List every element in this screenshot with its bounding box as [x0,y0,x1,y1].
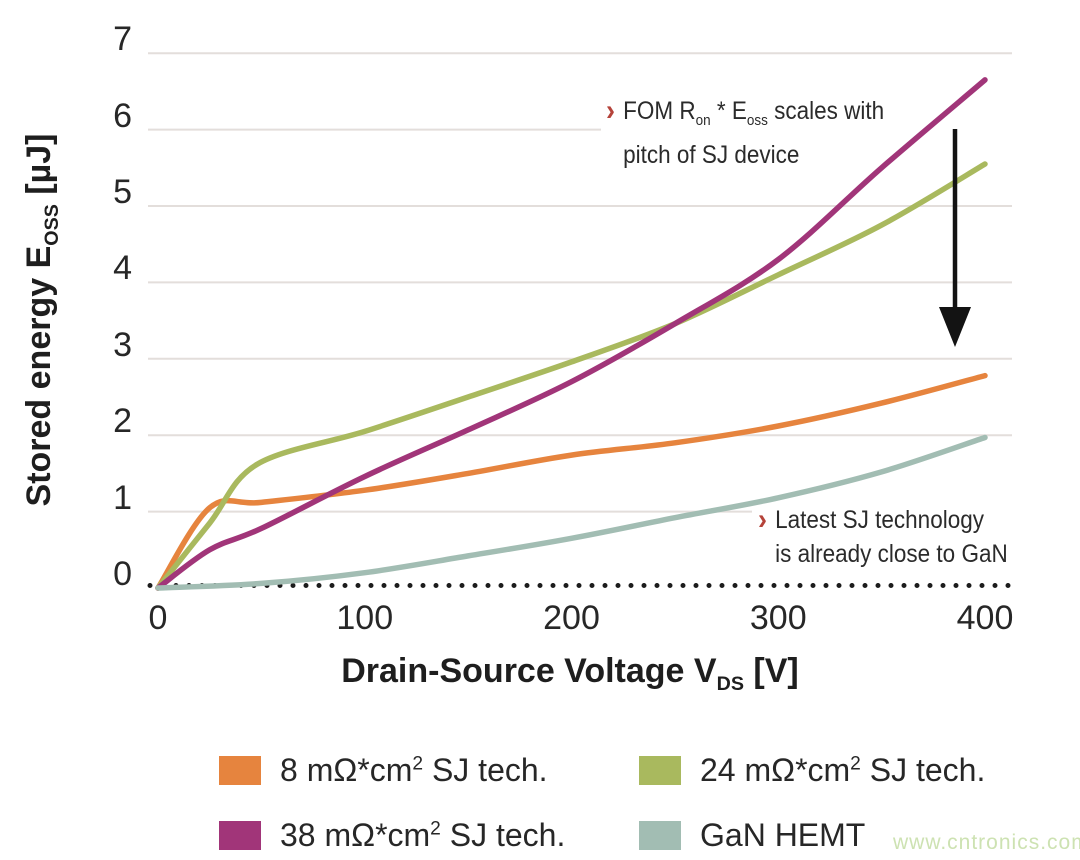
legend-item-24mohm: 24 mΩ*cm2 SJ tech. [639,752,985,789]
y-axis-title-text: Stored energy E [20,245,59,507]
y-tick-label-2: 2 [113,402,132,441]
y-tick-label-1: 1 [113,478,132,517]
y-tick-label-7: 7 [113,20,132,59]
y-tick-label-6: 6 [113,96,132,135]
y-axis-title-subscript: OSS [40,204,63,246]
legend-swatch-24mohm [639,756,681,785]
legend-label-24mohm: 24 mΩ*cm2 SJ tech. [700,752,986,788]
y-tick-label-5: 5 [113,173,132,211]
legend-swatch-8mohm [219,756,261,785]
annotation-fom: › FOM Ron * Eoss scales with pitch of SJ… [606,94,884,172]
annotation-fom-text: FOM Ron * Eoss scales with pitch of SJ d… [623,94,884,172]
series-line-0 [155,372,988,591]
series-curves [155,77,988,591]
annotation-fom-line1: FOM Ron * Eoss scales with [623,97,885,129]
legend: 8 mΩ*cm2 SJ tech. 24 mΩ*cm2 SJ tech. 38 … [219,752,985,854]
legend-label-gan: GaN HEMT [700,817,866,853]
annotation-gan: › Latest SJ technology is already close … [758,503,1008,571]
y-axis-title-unit: [µJ] [20,133,59,205]
y-tick-label-3: 3 [113,325,132,364]
annotation-gan-line2: is already close to GaN [775,540,1008,568]
x-axis-title-subscript: DS [716,672,744,695]
watermark: www.cntronics.com [893,831,1080,854]
x-axis-title-text: Drain-Source Voltage V [341,652,717,690]
x-tick-label-400: 400 [956,599,1014,637]
y-tick-label-0: 0 [113,555,132,593]
series-line-2 [155,77,988,591]
legend-item-38mohm: 38 mΩ*cm2 SJ tech. [219,817,639,854]
x-axis-title-unit: [V] [743,652,799,690]
x-tick-label-100: 100 [336,599,394,637]
legend-label-38mohm: 38 mΩ*cm2 SJ tech. [280,817,566,853]
x-axis-title: Drain-Source Voltage VDS [V] [341,652,799,696]
legend-swatch-38mohm [219,821,261,850]
y-axis-title: Stored energy EOSS [µJ] [20,134,64,507]
x-tick-label-300: 300 [749,599,807,637]
legend-swatch-gan [639,821,681,850]
x-tick-label-200: 200 [543,599,600,637]
series-line-3 [155,434,988,591]
annotation-gan-text: Latest SJ technology is already close to… [775,503,1008,571]
legend-item-gan: GaN HEMT [639,817,985,854]
series-line-1 [155,161,988,591]
annotation-gan-line1: Latest SJ technology [775,506,984,534]
legend-item-8mohm: 8 mΩ*cm2 SJ tech. [219,752,639,789]
bullet-chevron-icon: › [606,94,615,127]
x-tick-label-0: 0 [148,599,168,637]
y-tick-label-4: 4 [113,249,132,288]
bullet-chevron-icon: › [758,503,767,536]
annotation-fom-line2: pitch of SJ device [623,141,800,169]
down-arrow [939,129,971,347]
legend-label-8mohm: 8 mΩ*cm2 SJ tech. [280,752,548,788]
